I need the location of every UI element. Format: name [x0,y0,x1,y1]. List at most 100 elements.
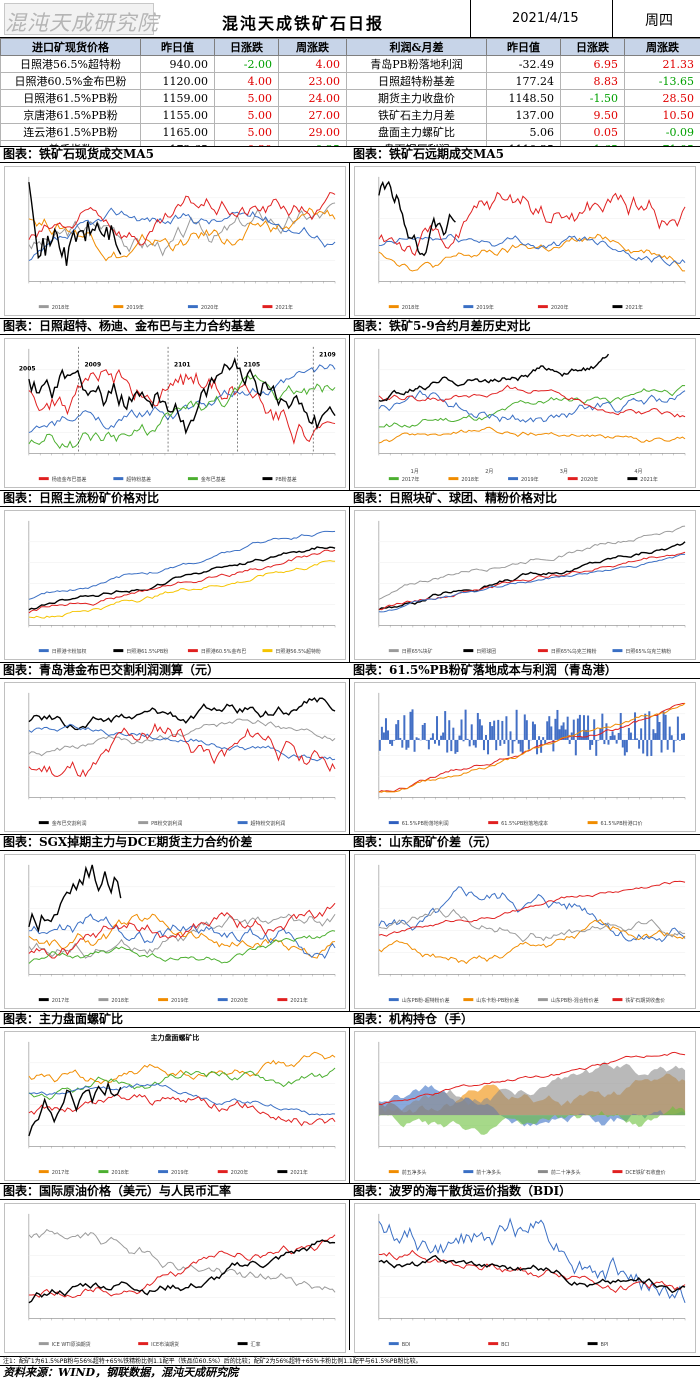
bar [531,721,534,740]
legend-swatch [138,1342,149,1346]
table-cell: 连云港61.5%PB粉 [0,123,141,141]
table-cell: 177.24 [486,72,561,90]
series-line [378,886,686,943]
bar [387,730,390,740]
bar [470,724,473,740]
bar [480,725,483,740]
bar [611,731,614,740]
legend-label: BCI [501,1342,509,1348]
series-line [28,549,336,614]
chart-title: 图表：铁矿石远期成交MA5 [350,146,700,163]
series-line [28,864,122,934]
bar [558,729,561,740]
bar [495,739,498,751]
bar [652,729,655,740]
legend-swatch [388,1170,399,1174]
bar [678,739,681,741]
bar [548,716,551,740]
legend-swatch [38,821,49,825]
legend-swatch [488,1342,499,1346]
bar [534,724,536,740]
bar [517,739,520,744]
series-line [28,363,336,433]
bar [489,721,492,740]
bar [444,711,447,740]
report-header: 混沌天成研究院 混沌天成铁矿石日报 2021/4/15 周四 [0,0,700,38]
bar [438,739,441,746]
legend-swatch [277,1170,288,1174]
legend-swatch [217,1170,228,1174]
chart-panel: 图表：铁矿石现货成交MA5 2018年 2019年 2020年 2021年 [0,146,350,318]
legend-label: 2019年 [521,476,539,483]
bar [433,739,436,744]
bar [648,711,651,740]
bar [460,719,463,740]
chart-panel: 图表：主力盘面螺矿比 2017年 2018年 2019年 2020年 2021年 主力盘面螺… [0,1011,350,1183]
footnote: 注1：配矿1为61.5%PB粉与56%超特+65%铁精粉比例1.1配平（铁品位6… [0,1356,700,1365]
bar [417,738,420,740]
legend-label: 超特粉基差 [126,476,151,483]
legend-swatch [587,1342,598,1346]
chart-title: 图表：山东配矿价差（元） [350,834,700,851]
bar [542,737,545,740]
chart-panel: 图表：波罗的海干散货运价指数（BDI） BDI BCI BPI [350,1183,700,1355]
line-chart: 杨迪金布巴基差 超特粉基差 金布巴基差 PB粉基差 2005 2009 2101 2105 21… [4,338,346,488]
bar [425,739,428,741]
bar [621,739,624,748]
series-line [378,180,456,257]
table-cell: 铁矿石主力月差 [346,106,487,124]
line-chart: 2018年 2019年 2020年 2021年 [354,166,696,316]
table-cell: -13.65 [624,72,700,90]
legend-label: 2019年 [171,997,189,1004]
table-cell: 29.00 [278,123,347,141]
series-line [28,207,336,262]
table-cell: 1159.00 [140,89,215,107]
bar [401,739,404,748]
chart-annotation: 2105 [244,362,261,369]
bar [578,714,581,740]
column-header: 日涨跌 [214,38,279,56]
legend-label: 日照65%乌克兰精粉 [551,648,597,655]
legend-label: ICE布油期货 [151,1341,179,1348]
chart-title: 图表：日照主流粉矿价格对比 [0,490,350,507]
bar [525,720,528,740]
table-cell: 137.00 [486,106,561,124]
table-cell: 京唐港61.5%PB粉 [0,106,141,124]
series-line [378,525,686,600]
series-line [28,546,336,611]
bar [487,739,490,755]
inner-chart-title: 主力盘面螺矿比 [151,1033,200,1042]
legend-swatch [388,1342,399,1346]
legend-label: 日照港60.5%金布巴 [201,648,247,655]
legend-label: 日照65%乌克兰精粉 [625,648,671,655]
bar [634,712,637,740]
chart-title: 图表：SGX掉期主力与DCE期货主力合约价差 [0,834,350,851]
legend-swatch [187,477,198,481]
series-line [378,880,686,937]
bar [436,716,439,740]
legend-label: 2018年 [461,476,479,483]
bar [519,739,522,752]
bar [407,739,410,748]
bar [574,739,577,756]
table-row: 连云港61.5%PB粉 1165.00 5.00 29.00 盘面主力螺矿比 5.06 0.… [0,123,700,141]
column-divider [349,150,350,1350]
legend-swatch [463,1170,474,1174]
table-cell: 日照港61.5%PB粉 [0,89,141,107]
bar [660,739,663,753]
chart-title: 图表：日照超特、杨迪、金布巴与主力合约基差 [0,318,350,335]
chart-panel: 图表：SGX掉期主力与DCE期货主力合约价差 2017年 2018年 2019年 202… [0,834,350,1011]
bar [666,739,669,750]
series-line [28,723,336,762]
table-row: 日照港56.5%超特粉 940.00 -2.00 4.00 青岛PB粉落地利润 -32.4… [0,55,700,73]
series-line [28,1234,336,1299]
legend-label: 2019年 [476,304,494,311]
legend-swatch [612,305,623,309]
column-header: 周涨跌 [624,38,700,56]
chart-title: 图表：波罗的海干散货运价指数（BDI） [350,1183,700,1200]
bar [378,739,381,751]
table-cell: -2.00 [214,55,279,73]
chart-title: 图表：61.5%PB粉矿落地成本与利润（青岛港） [350,662,700,679]
table-cell: 1148.50 [486,89,561,107]
series-line [378,191,686,257]
